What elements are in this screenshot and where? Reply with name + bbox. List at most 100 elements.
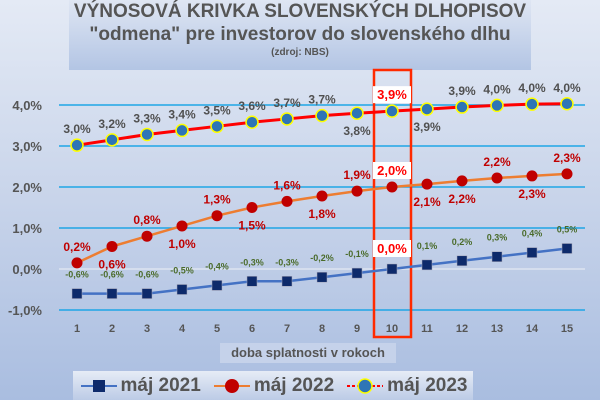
x-tick-label: 15	[561, 323, 573, 335]
data-point	[386, 181, 398, 193]
data-point	[490, 98, 504, 113]
data-point	[350, 106, 364, 120]
data-point	[455, 100, 469, 114]
data-label: -0,2%	[310, 253, 334, 263]
chart-title: VÝNOSOVÁ KRIVKA SLOVENSKÝCH DLHOPISOV	[73, 1, 527, 22]
data-point	[491, 172, 503, 184]
data-point	[71, 288, 83, 299]
circle-marker-icon	[347, 377, 384, 394]
x-tick-label: 14	[526, 323, 539, 335]
data-label: 3,5%	[203, 103, 231, 117]
data-point	[560, 97, 574, 111]
data-point	[525, 97, 539, 111]
data-label: -0,5%	[170, 266, 194, 276]
x-tick-label: 10	[386, 323, 398, 335]
x-tick-label: 9	[354, 323, 360, 335]
data-point	[246, 276, 258, 287]
y-tick-label: 3,0%	[12, 139, 42, 154]
data-point	[351, 185, 363, 197]
x-tick-label: 2	[109, 323, 115, 335]
data-label: 1,3%	[203, 193, 231, 207]
data-label: 3,0%	[63, 122, 91, 136]
data-label: 0,0%	[377, 241, 407, 256]
circle-marker-icon	[213, 378, 250, 393]
data-label: 0,2%	[452, 237, 473, 247]
data-point	[175, 123, 189, 138]
data-point	[386, 263, 398, 275]
y-tick-label: -1,0%	[8, 303, 42, 318]
legend: máj 2021 máj 2022 máj 2023	[73, 371, 473, 400]
data-label: 1,6%	[273, 178, 301, 192]
data-label: 2,3%	[518, 187, 546, 201]
data-point	[421, 178, 433, 190]
data-point	[316, 271, 328, 283]
data-label: 3,9%	[377, 87, 407, 102]
data-point	[456, 175, 468, 187]
data-label: 3,7%	[273, 96, 301, 110]
data-point	[421, 259, 433, 271]
chart-title-box: VÝNOSOVÁ KRIVKA SLOVENSKÝCH DLHOPISOV "o…	[69, 0, 531, 70]
data-label: 1,8%	[308, 207, 336, 221]
data-point	[71, 257, 83, 269]
x-tick-label: 13	[491, 323, 503, 335]
data-point	[70, 138, 84, 152]
data-label: -0,6%	[65, 270, 89, 280]
data-point	[561, 243, 573, 254]
highlight-label-bg	[373, 86, 411, 104]
legend-item-2021: máj 2021	[79, 375, 201, 397]
legend-label: máj 2022	[253, 374, 335, 396]
data-label: 0,3%	[487, 233, 508, 243]
y-tick-label: 4,0%	[12, 98, 42, 113]
x-tick-label: 3	[144, 323, 150, 335]
chart-source: (zdroj: NBS)	[271, 47, 329, 58]
legend-item-2022: máj 2022	[212, 375, 334, 397]
data-label: -0,4%	[205, 261, 229, 271]
data-point	[351, 267, 363, 279]
x-tick-label: 7	[284, 323, 290, 335]
data-point	[281, 195, 293, 207]
data-point	[526, 247, 538, 258]
legend-label: máj 2021	[120, 374, 201, 396]
data-point	[106, 240, 118, 252]
data-point	[140, 127, 154, 142]
legend-label: máj 2023	[387, 374, 468, 396]
data-label: 3,3%	[133, 112, 161, 126]
data-point	[105, 133, 119, 147]
x-tick-label: 4	[179, 323, 186, 335]
data-label: 1,9%	[343, 168, 371, 182]
data-label: 2,3%	[553, 151, 581, 165]
data-label: -0,3%	[240, 257, 264, 267]
data-label: 1,0%	[168, 237, 196, 251]
data-label: 3,8%	[343, 124, 371, 138]
highlight-label-bg	[373, 240, 411, 257]
legend-item-2023: máj 2023	[345, 375, 467, 397]
data-label: 1,5%	[238, 219, 266, 233]
data-point	[210, 119, 224, 134]
data-label: 0,1%	[417, 241, 438, 251]
data-point	[420, 102, 434, 116]
data-point	[176, 284, 188, 295]
data-point	[491, 251, 503, 262]
data-point	[526, 170, 538, 182]
data-label: 4,0%	[518, 81, 546, 95]
y-tick-label: 0,0%	[12, 262, 42, 277]
data-label: 4,0%	[553, 81, 581, 95]
data-label: 0,8%	[133, 213, 161, 227]
data-point	[141, 288, 153, 299]
x-tick-label: 6	[249, 323, 255, 335]
data-label: 2,1%	[413, 195, 441, 209]
x-tick-label: 8	[319, 323, 325, 335]
data-point	[456, 255, 468, 267]
data-point	[211, 280, 223, 291]
highlight-box	[372, 68, 413, 339]
data-label: 0,4%	[522, 229, 543, 239]
data-label: 0,6%	[98, 257, 126, 271]
data-point	[280, 112, 294, 126]
data-point	[176, 220, 188, 232]
data-label: 0,2%	[63, 240, 91, 254]
data-point	[561, 168, 573, 180]
chart-subtitle: "odmena" pre investorov do slovenského d…	[89, 24, 511, 45]
x-tick-label: 1	[74, 323, 80, 335]
data-label: 3,4%	[168, 107, 196, 121]
